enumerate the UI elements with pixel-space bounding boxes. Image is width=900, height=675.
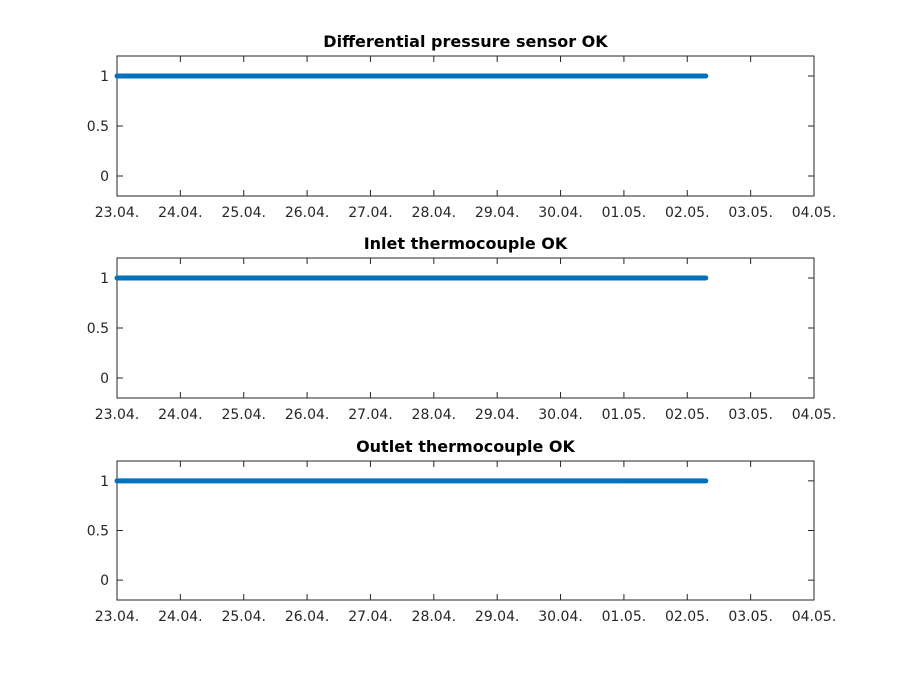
axes-frame [116, 55, 815, 197]
x-tick-label: 27.04. [348, 609, 393, 625]
chart-panel-1: Differential pressure sensor OK 23.04. 24.… [87, 32, 837, 221]
x-tick-label: 27.04. [348, 205, 393, 221]
x-tick-label: 04.05. [792, 609, 837, 625]
y-tick-label: 0 [100, 371, 109, 387]
axes-frame [116, 460, 815, 601]
x-tick-label: 29.04. [475, 205, 520, 221]
x-tick-label: 25.04. [221, 609, 266, 625]
chart-title: Differential pressure sensor OK [323, 32, 608, 51]
chart-title: Inlet thermocouple OK [364, 234, 568, 253]
chart-panel-2: Inlet thermocouple OK 23.04. 24.04. 25.04. 2… [87, 234, 837, 423]
x-tick-label: 28.04. [412, 609, 457, 625]
x-tick-label: 03.05. [728, 407, 773, 423]
x-tick-label: 03.05. [728, 609, 773, 625]
x-tick-label: 24.04. [158, 205, 203, 221]
y-tick-label: 0.5 [87, 321, 109, 337]
x-tick-label: 27.04. [348, 407, 393, 423]
x-tick-label: 24.04. [158, 609, 203, 625]
x-tick-label: 28.04. [412, 205, 457, 221]
y-tick-label: 1 [100, 271, 109, 287]
x-tick-label: 23.04. [95, 205, 140, 221]
x-tick-label: 03.05. [728, 205, 773, 221]
x-tick-label: 01.05. [602, 609, 647, 625]
chart-panel-3: Outlet thermocouple OK 23.04. 24.04. 25.04.… [87, 437, 837, 625]
y-tick-label: 0 [100, 169, 109, 185]
x-tick-label: 24.04. [158, 407, 203, 423]
x-tick-label: 23.04. [95, 407, 140, 423]
chart-title: Outlet thermocouple OK [356, 437, 575, 456]
y-tick-label: 1 [100, 474, 109, 490]
y-tick-label: 1 [100, 69, 109, 85]
x-tick-label: 02.05. [665, 609, 710, 625]
x-tick-label: 30.04. [538, 609, 583, 625]
x-tick-label: 29.04. [475, 407, 520, 423]
x-tick-label: 04.05. [792, 407, 837, 423]
y-tick-label: 0 [100, 573, 109, 589]
y-tick-label: 0.5 [87, 119, 109, 135]
x-tick-label: 25.04. [221, 205, 266, 221]
x-tick-label: 25.04. [221, 407, 266, 423]
x-tick-label: 23.04. [95, 609, 140, 625]
x-tick-label: 01.05. [602, 407, 647, 423]
x-tick-label: 26.04. [285, 205, 330, 221]
x-tick-label: 02.05. [665, 205, 710, 221]
x-tick-label: 26.04. [285, 407, 330, 423]
x-tick-label: 04.05. [792, 205, 837, 221]
x-tick-label: 26.04. [285, 609, 330, 625]
x-tick-label: 28.04. [412, 407, 457, 423]
x-tick-label: 02.05. [665, 407, 710, 423]
x-tick-label: 29.04. [475, 609, 520, 625]
x-tick-label: 30.04. [538, 407, 583, 423]
y-tick-label: 0.5 [87, 524, 109, 540]
x-tick-label: 30.04. [538, 205, 583, 221]
x-tick-label: 01.05. [602, 205, 647, 221]
